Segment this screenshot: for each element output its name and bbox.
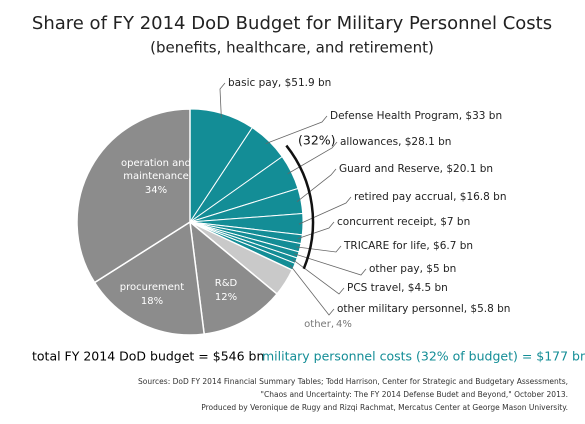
pie-slice xyxy=(76,108,191,284)
slice-value: 18% xyxy=(140,296,164,307)
leader-line xyxy=(289,264,335,316)
slice-label: procurement xyxy=(119,282,185,293)
slice-label: basic pay, $51.9 bn xyxy=(228,77,331,89)
leader-line xyxy=(294,253,367,276)
leader-line xyxy=(296,245,342,253)
slice-label: allowances, $28.1 bn xyxy=(340,136,451,148)
slice-value: 34% xyxy=(144,185,168,196)
slice-label: operation and maintenance xyxy=(120,158,191,182)
share-bracket xyxy=(285,144,315,270)
leader-line xyxy=(287,141,338,175)
leader-line xyxy=(298,196,352,225)
leader-line xyxy=(297,221,335,240)
share-label: (32%) xyxy=(298,133,336,148)
slice-value: 12% xyxy=(214,292,238,303)
leader-line xyxy=(265,115,328,145)
source-line: "Chaos and Uncertainty: The FY 2014 Defe… xyxy=(261,390,568,399)
leader-line xyxy=(292,258,345,295)
personnel-note: military personnel costs (32% of budget)… xyxy=(262,349,585,364)
chart-title: Share of FY 2014 DoD Budget for Military… xyxy=(32,13,552,34)
slice-value: 4% xyxy=(336,319,352,330)
pie-slice xyxy=(189,220,279,335)
leader-line xyxy=(219,82,226,118)
slice-label: TRICARE for life, $6.7 bn xyxy=(343,240,473,252)
slice-label: PCS travel, $4.5 bn xyxy=(347,282,448,294)
slice-label: other, xyxy=(304,319,334,330)
slice-label: retired pay accrual, $16.8 bn xyxy=(354,191,506,203)
source-line: Sources: DoD FY 2014 Financial Summary T… xyxy=(138,377,568,386)
pie-slice xyxy=(93,220,206,336)
slice-label: Guard and Reserve, $20.1 bn xyxy=(339,163,493,175)
slice-label: R&D xyxy=(214,278,238,289)
total-note: total FY 2014 DoD budget = $546 bn xyxy=(32,349,264,364)
slice-label: concurrent receipt, $7 bn xyxy=(337,216,470,228)
slice-label: other military personnel, $5.8 bn xyxy=(337,303,510,315)
source-line: Produced by Veronique de Rugy and Rizqi … xyxy=(201,403,568,412)
slice-label: other pay, $5 bn xyxy=(369,263,456,275)
chart-subtitle: (benefits, healthcare, and retirement) xyxy=(150,39,434,57)
slice-label: Defense Health Program, $33 bn xyxy=(330,110,502,122)
